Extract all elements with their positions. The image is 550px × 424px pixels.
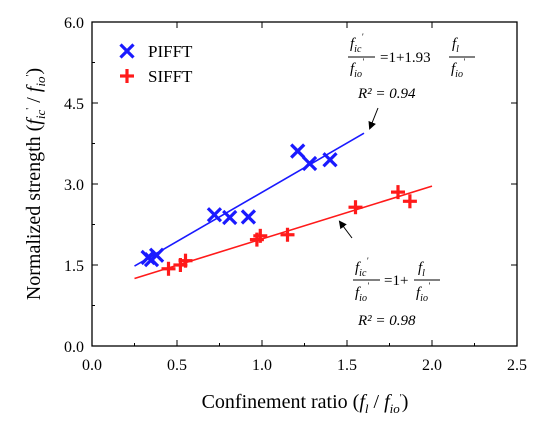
pifft-point [301, 155, 318, 172]
y-tick-label: 4.5 [64, 96, 84, 113]
y-tick-label: 3.0 [64, 177, 84, 194]
pifft-point [148, 247, 165, 263]
svg-text:fio': fio' [350, 57, 365, 80]
sifft-arrow [338, 220, 353, 239]
legend-marker-pifft [119, 43, 135, 59]
svg-text:fl: fl [418, 260, 425, 279]
legend: PIFFT SIFFT [119, 42, 193, 86]
svg-text:=1+: =1+ [384, 273, 408, 289]
x-tick-label: 0.5 [167, 357, 187, 374]
pifft-arrow [368, 107, 379, 130]
svg-text:fio': fio' [355, 281, 370, 304]
svg-text:=1+1.93: =1+1.93 [380, 50, 431, 66]
legend-plus-icon [120, 69, 134, 83]
sifft-point [348, 200, 363, 215]
svg-text:fl: fl [452, 36, 459, 55]
legend-marker-sifft [120, 69, 134, 83]
y-axis-label: Normalized strength (fic' / fio') [23, 68, 48, 300]
x-tick-label: 2.5 [507, 357, 527, 374]
sifft-point [178, 253, 193, 268]
data-points [140, 143, 417, 276]
legend-label-sifft: SIFFT [148, 67, 193, 86]
pifft-point [222, 209, 238, 226]
legend-x-icon [119, 43, 135, 59]
x-tick-label: 2.0 [422, 357, 442, 374]
sifft-point [280, 227, 295, 242]
fit-lines [134, 132, 433, 280]
x-tick-label: 1.5 [337, 357, 357, 374]
x-tick-label: 1.0 [252, 357, 272, 374]
sifft-equation: fic' fio' =1+ fl fio' R² = 0.98 [353, 256, 440, 329]
sifft-point [391, 185, 405, 200]
sifft-r2: R² = 0.98 [357, 313, 416, 329]
y-tick-label: 1.5 [64, 258, 84, 275]
legend-label-pifft: PIFFT [148, 42, 193, 61]
pifft-point [240, 209, 257, 225]
sifft-point [253, 228, 268, 243]
y-tick-label: 0.0 [64, 339, 84, 356]
sifft-point [402, 194, 417, 209]
axis-ticks: 0.0 0.5 1.0 1.5 2.0 2.5 0.0 1.5 3.0 4.5 6.0 [64, 15, 527, 374]
x-tick-label: 0.0 [82, 357, 102, 374]
pifft-r2: R² = 0.94 [357, 86, 416, 102]
svg-text:fio': fio' [451, 57, 466, 80]
pifft-point [290, 143, 306, 159]
svg-text:fio': fio' [416, 281, 431, 304]
pifft-point [322, 152, 338, 168]
pifft-fit-line [134, 132, 365, 267]
sifft-point [161, 261, 176, 276]
pifft-point [206, 207, 223, 223]
y-tick-label: 6.0 [64, 15, 84, 32]
x-axis-label: Confinement ratio (fl / fio') [202, 391, 409, 416]
pifft-equation: fic' fio' =1+1.93 fl fio' R² = 0.94 [348, 32, 475, 102]
svg-text:fic': fic' [350, 32, 364, 55]
svg-text:fic': fic' [355, 256, 369, 279]
